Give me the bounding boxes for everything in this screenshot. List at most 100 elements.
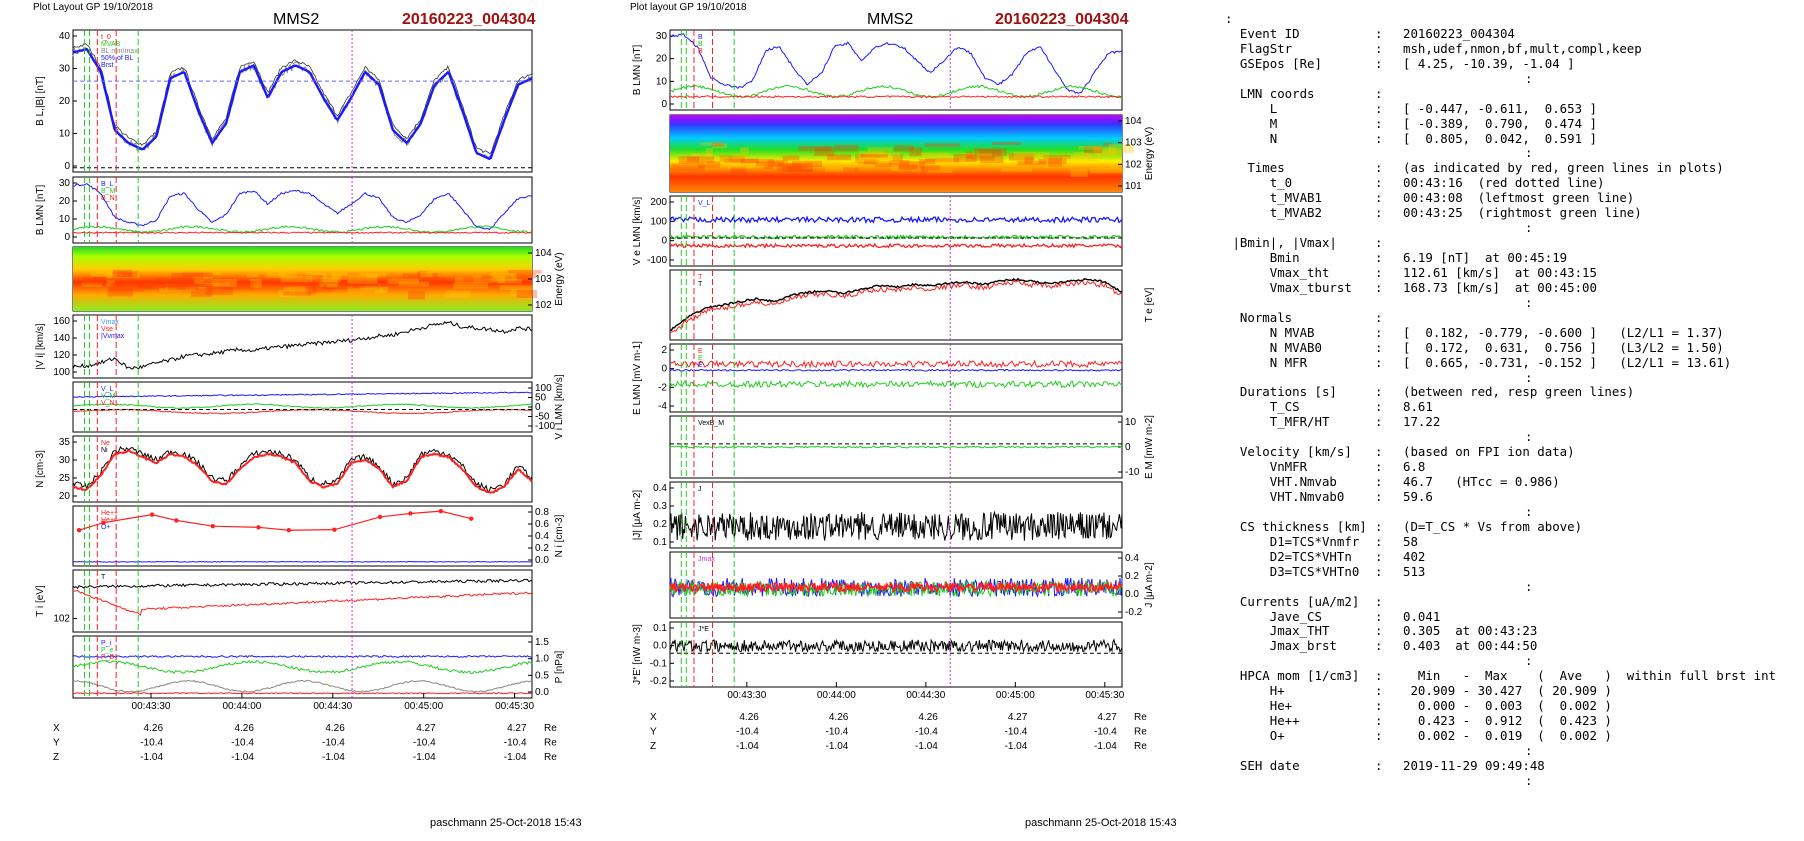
spectrogram-patch <box>191 288 213 297</box>
ephemeris-value: -10.4 <box>504 738 527 749</box>
he-plus-plus-point <box>256 525 261 530</box>
ytick-label: 25 <box>59 473 71 484</box>
time-tick-label: 00:43:30 <box>132 701 171 712</box>
panel-e: 2 0 -2 -4 E LMN [mV m-1] EEE <box>632 341 1123 415</box>
summary-key: N MVAB <box>1225 324 1315 340</box>
ephemeris-value: -1.04 <box>322 752 345 763</box>
summary-value: 112.61 [km/s] at 00:43:15 <box>1403 264 1597 280</box>
spectrogram-patch <box>719 155 745 162</box>
spectrogram-patch <box>387 278 419 284</box>
summary-key: t_MVAB1 <box>1225 190 1322 206</box>
ephemeris-value: -10.4 <box>1094 727 1117 738</box>
summary-line: : <box>1225 220 1800 236</box>
spectrogram-patch <box>875 163 899 168</box>
he-plus-plus-point <box>469 516 474 521</box>
summary-key: He+ <box>1225 698 1293 714</box>
summary-line: : <box>1225 295 1800 311</box>
summary-key: t_0 <box>1225 175 1293 191</box>
summary-key: HPCA mom [1/cm3] <box>1225 668 1360 684</box>
summary-line: SEH date: 2019-11-29 09:49:48 <box>1225 758 1800 774</box>
ephemeris-axis-label: Y <box>53 738 60 749</box>
summary-line: : <box>1225 653 1800 669</box>
summary-value: 59.6 <box>1403 489 1433 504</box>
summary-colon: : <box>1375 683 1390 699</box>
summary-value: [ -0.447, -0.611, 0.653 ] <box>1403 100 1597 116</box>
summary-value: (D=T_CS * Vs from above) <box>1403 518 1583 534</box>
legend-entry: J <box>698 486 702 493</box>
summary-line: Jave_CS: 0.041 <box>1225 609 1800 625</box>
summary-value: 6.19 [nT] at 00:45:19 <box>1403 250 1568 265</box>
spectrogram-patch <box>106 274 140 278</box>
summary-colon: : <box>1525 742 1533 758</box>
summary-lines: : Event ID: 20160223_004304 FlagStr: msh… <box>1225 12 1800 789</box>
spectrogram-patch <box>107 287 134 297</box>
summary-value: [ 4.25, -10.39, -1.04 ] <box>1403 55 1575 71</box>
spectrogram-patch <box>352 282 378 290</box>
summary-key: FlagStr <box>1225 40 1293 56</box>
summary-line: Jmax_THT: 0.305 at 00:43:23 <box>1225 623 1800 639</box>
j-trace <box>669 510 1123 541</box>
summary-value: 00:43:16 (red dotted line) <box>1403 175 1605 191</box>
ephemeris-axis-label: X <box>53 723 60 734</box>
event-summary-panel: : Event ID: 20160223_004304 FlagStr: msh… <box>1225 12 1800 832</box>
spectrogram <box>670 115 1122 192</box>
summary-value: 0.002 - 0.019 ( 0.002 ) <box>1403 728 1612 743</box>
p-b-trace <box>72 679 533 693</box>
summary-key: Currents [uA/m2] <box>1225 593 1360 609</box>
spectrogram-patch <box>181 272 214 277</box>
ylabel-right: J [μA m-2] <box>1144 562 1155 607</box>
summary-key: CS thickness [km] <box>1225 518 1367 534</box>
spectrogram-patch <box>90 271 118 277</box>
legend-entry: B_L <box>101 181 114 188</box>
summary-line: Normals: <box>1225 310 1800 326</box>
spectrogram-patch <box>490 272 517 281</box>
summary-colon: : <box>1525 429 1533 445</box>
ylabel-right: E M [mW m-2] <box>1144 415 1155 479</box>
ytick-label-right: 0.0 <box>535 555 549 566</box>
legend-entry: O+ <box>101 524 111 531</box>
summary-colon: : <box>1375 533 1390 549</box>
summary-colon: : <box>1375 698 1390 714</box>
spectrogram-patch <box>366 274 378 278</box>
summary-value: [ 0.172, 0.631, 0.756 ] (L3/L2 = 1.50) <box>1403 339 1724 355</box>
ytick-label: 20 <box>59 491 71 502</box>
spectrogram-patch <box>842 167 859 172</box>
ephemeris-unit: Re <box>1134 727 1147 738</box>
spectrogram-patch <box>706 148 713 157</box>
spectrogram-patch <box>966 155 995 161</box>
legend-entry: Jmax <box>698 556 715 563</box>
summary-key: Times <box>1225 160 1285 176</box>
legend-entry: Brst <box>101 62 114 69</box>
summary-line: : <box>1225 370 1800 386</box>
summary-colon: : <box>1375 593 1390 609</box>
ytick-label: -4 <box>658 401 667 412</box>
spectrogram-patch <box>1070 168 1088 177</box>
spectrogram-patch <box>417 271 427 280</box>
ylabel-right: P [nPa] <box>554 650 565 683</box>
plot-header: Plot Layout GP 19/10/2018 <box>33 2 153 13</box>
ytick-label-right: 103 <box>1125 138 1142 149</box>
spectrogram-patch <box>867 147 893 152</box>
spectrogram-patch <box>1084 145 1103 154</box>
spectrogram-patch <box>299 281 315 287</box>
spectrogram-patch <box>347 286 378 290</box>
spectrogram-patch <box>732 154 746 160</box>
ytick-label: -100 <box>647 255 667 266</box>
summary-line: O+: 0.002 - 0.019 ( 0.002 ) <box>1225 728 1800 744</box>
ytick-label-right: -100 <box>535 421 555 432</box>
summary-line: Bmin: 6.19 [nT] at 00:45:19 <box>1225 250 1800 266</box>
ephemeris-value: 4.26 <box>325 723 345 734</box>
ytick-label: 120 <box>53 350 70 361</box>
time-tick-label: 00:45:00 <box>996 690 1035 701</box>
ylabel: |V i| [km/s] <box>35 323 46 370</box>
spectrogram-patch <box>111 282 125 287</box>
time-tick-label: 00:45:30 <box>495 701 534 712</box>
summary-colon: : <box>1375 563 1390 579</box>
spectrogram-patch <box>866 152 901 160</box>
summary-value: 513 <box>1403 563 1426 579</box>
summary-line: : <box>1225 429 1800 445</box>
summary-colon: : <box>1375 459 1390 475</box>
summary-key: T_CS <box>1225 399 1300 415</box>
